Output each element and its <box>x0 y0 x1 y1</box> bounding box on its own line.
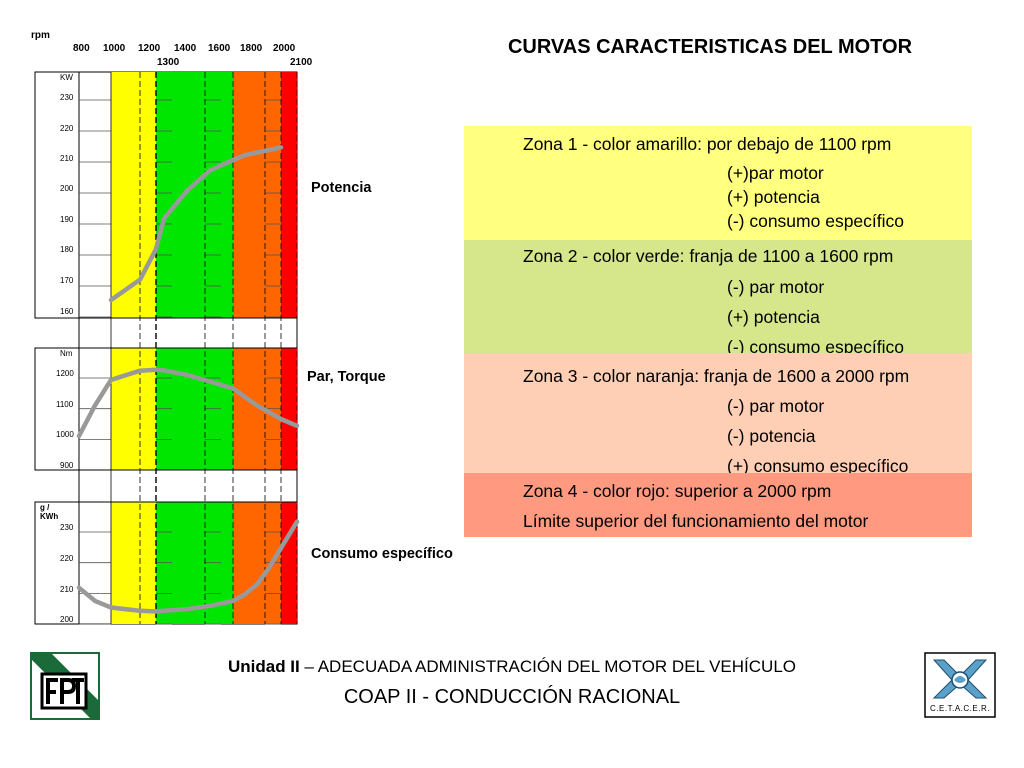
y-tick-label: 230 <box>60 93 74 102</box>
zone-4-item: Límite superior del funcionamiento del m… <box>523 511 869 531</box>
y-tick-label: 900 <box>60 461 74 470</box>
rpm-zone-band <box>111 72 140 318</box>
zone-2-box: Zona 2 - color verde: franja de 1100 a 1… <box>464 240 972 357</box>
rpm-zone-band <box>140 502 156 624</box>
rpm-tick-label: 1300 <box>157 57 180 68</box>
y-tick-label: 230 <box>60 523 74 532</box>
footer-unit-rest: – ADECUADA ADMINISTRACIÓN DEL MOTOR DEL … <box>299 657 797 676</box>
zone-4-heading: Zona 4 - color rojo: superior a 2000 rpm <box>523 481 832 501</box>
zone-4-box: Zona 4 - color rojo: superior a 2000 rpm… <box>464 473 972 537</box>
zone-2-item: (+) potencia <box>727 307 820 327</box>
y-tick-label: 210 <box>60 585 74 594</box>
rpm-axis-label: rpm <box>31 30 50 41</box>
rpm-tick-label: 1800 <box>240 43 263 54</box>
zone-1-heading: Zona 1 - color amarillo: por debajo de 1… <box>523 134 892 154</box>
cetacer-logo-text: C.E.T.A.C.E.R. <box>930 704 990 713</box>
y-tick-label: 190 <box>60 215 74 224</box>
zone-3-box: Zona 3 - color naranja: franja de 1600 a… <box>464 353 972 476</box>
consumption-curve-label: Consumo específico <box>311 546 453 562</box>
rpm-zone-band <box>140 348 156 470</box>
y-tick-label: 180 <box>60 245 74 254</box>
torque-unit-label: Nm <box>60 349 73 358</box>
y-tick-label: 200 <box>60 615 74 624</box>
rpm-zone-band <box>111 348 140 470</box>
panel-gap <box>78 317 298 349</box>
y-tick-label: 160 <box>60 307 74 316</box>
consumption-unit-label: g / KWh <box>40 503 59 521</box>
y-tick-label: 170 <box>60 276 74 285</box>
curve-line-3 <box>76 519 300 614</box>
y-tick-label: 220 <box>60 124 74 133</box>
power-curve-label: Potencia <box>311 180 372 196</box>
rpm-zone-band <box>233 72 281 318</box>
footer-course-title: COAP II - CONDUCCIÓN RACIONAL <box>343 686 681 708</box>
rpm-tick-label: 2100 <box>290 57 313 68</box>
torque-curve-label: Par, Torque <box>307 369 386 385</box>
power-unit-label: KW <box>60 73 73 82</box>
panel-gap <box>78 469 298 503</box>
zone-3-item: (-) potencia <box>727 426 816 446</box>
rpm-zone-band <box>156 72 233 318</box>
zone-2-item: (-) par motor <box>727 277 825 297</box>
zone-1-item: (-) consumo específico <box>727 211 905 231</box>
y-tick-label: 200 <box>60 184 74 193</box>
zone-3-heading: Zona 3 - color naranja: franja de 1600 a… <box>523 366 910 386</box>
rpm-zone-band <box>281 348 297 470</box>
rpm-zone-band <box>140 72 156 318</box>
zone-1-item: (+) potencia <box>727 187 820 207</box>
rpm-tick-label: 2000 <box>273 43 296 54</box>
fpt-logo-icon <box>30 652 100 720</box>
rpm-tick-label: 1400 <box>174 43 197 54</box>
curve-line-1 <box>108 145 284 303</box>
cetacer-logo-icon: C.E.T.A.C.E.R. <box>924 652 996 718</box>
slide-title: CURVAS CARACTERISTICAS DEL MOTOR <box>507 36 913 58</box>
y-tick-label: 1100 <box>56 400 74 409</box>
zone-3-item: (-) par motor <box>727 396 825 416</box>
rpm-zone-band <box>111 502 140 624</box>
footer-unit-line: Unidad II – ADECUADA ADMINISTRACIÓN DEL … <box>150 657 874 677</box>
zone-3-item: (+) consumo específico <box>727 456 909 476</box>
y-tick-label: 210 <box>60 154 74 163</box>
zone-2-heading: Zona 2 - color verde: franja de 1100 a 1… <box>523 246 894 266</box>
rpm-tick-label: 1200 <box>138 43 161 54</box>
y-tick-label: 1200 <box>56 369 74 378</box>
y-tick-label: 1000 <box>56 430 74 439</box>
zone-1-box: Zona 1 - color amarillo: por debajo de 1… <box>464 126 972 240</box>
y-tick-label: 220 <box>60 554 74 563</box>
curve-line-2 <box>76 367 300 439</box>
rpm-zone-band <box>281 72 297 318</box>
zone-2-item: (-) consumo específico <box>727 337 905 357</box>
rpm-tick-label: 1600 <box>208 43 231 54</box>
rpm-zone-band <box>281 502 297 624</box>
footer-unit-bold: Unidad II <box>227 657 300 676</box>
zone-1-item: (+)par motor <box>727 163 824 183</box>
rpm-tick-label: 800 <box>73 43 90 54</box>
rpm-tick-label: 1000 <box>103 43 126 54</box>
